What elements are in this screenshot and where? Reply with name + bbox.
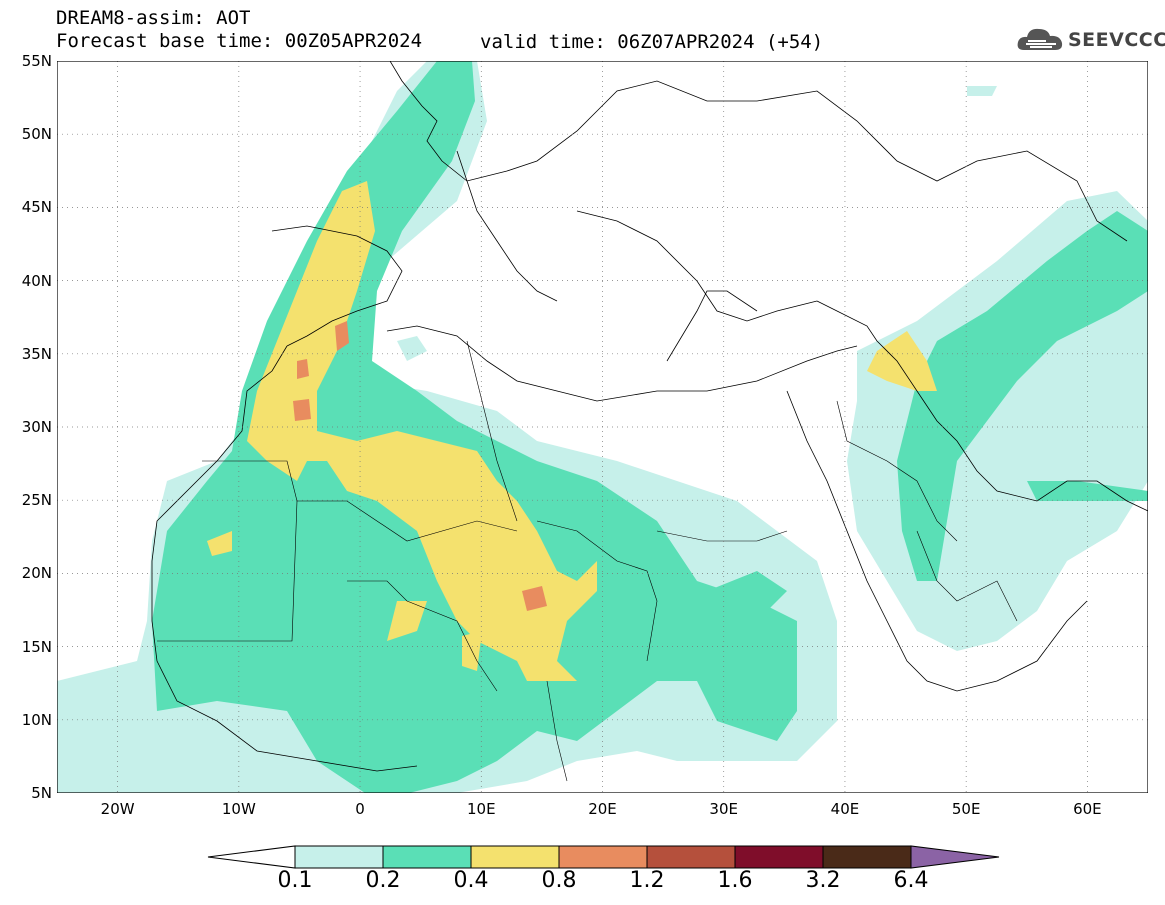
colorbar-level-label: 0.4 [453, 868, 489, 893]
lon-label: 20W [100, 800, 135, 818]
colorbar-level-label: 6.4 [893, 868, 929, 893]
lat-label: 20N [21, 564, 52, 583]
coastlines [151, 61, 1148, 772]
colorbar-arrow-high [910, 845, 1000, 869]
colorbar-swatch [734, 845, 824, 869]
colorbar-swatch [646, 845, 736, 869]
lat-label: 5N [31, 784, 52, 802]
colorbar-swatch [822, 845, 912, 869]
colorbar-swatch [558, 845, 648, 869]
lat-label: 55N [21, 52, 52, 70]
map-panel [57, 61, 1148, 793]
lat-label: 50N [21, 125, 52, 144]
colorbar-level-label: 0.1 [277, 868, 313, 893]
lat-label: 35N [21, 344, 52, 363]
colorbar-arrow-low [207, 845, 296, 869]
colorbar-swatch [382, 845, 472, 869]
colorbar-level-label: 0.8 [541, 868, 577, 893]
colorbar-level-label: 1.2 [629, 868, 665, 893]
lat-label: 25N [21, 491, 52, 510]
aot-level-0.2 [152, 61, 1148, 793]
cloud-icon [1017, 28, 1063, 50]
aot-level-0.4 [207, 181, 937, 681]
seevccc-logo: SEEVCCC [1016, 24, 1165, 58]
lon-label: 0 [355, 800, 365, 818]
lat-label: 30N [21, 418, 52, 436]
colorbar-swatch [470, 845, 560, 869]
lon-label: 10W [221, 800, 256, 818]
country-borders [157, 340, 1018, 782]
colorbar-swatch [294, 845, 384, 869]
colorbar-level-label: 0.2 [365, 868, 401, 893]
lon-label: 60E [1073, 800, 1102, 818]
map-title: DREAM8-assim: AOT [56, 7, 251, 29]
logo-text: SEEVCCC [1068, 29, 1165, 51]
colorbar [207, 845, 1000, 869]
lon-label: 40E [830, 800, 860, 818]
aot-level-0.8 [293, 321, 547, 611]
lat-label: 10N [21, 710, 52, 729]
forecast-base-time: Forecast base time: 00Z05APR2024 [56, 30, 423, 52]
lat-label: 40N [21, 271, 52, 290]
valid-time: valid time: 06Z07APR2024 (+54) [480, 31, 824, 53]
colorbar-level-label: 3.2 [805, 868, 841, 893]
lon-label: 10E [466, 800, 496, 818]
lon-label: 30E [709, 800, 739, 818]
colorbar-level-label: 1.6 [717, 868, 753, 893]
lat-label: 15N [21, 637, 52, 656]
lon-label: 20E [588, 800, 617, 818]
lon-label: 50E [951, 800, 981, 818]
graticule [57, 61, 1148, 793]
lat-label: 45N [21, 198, 52, 217]
